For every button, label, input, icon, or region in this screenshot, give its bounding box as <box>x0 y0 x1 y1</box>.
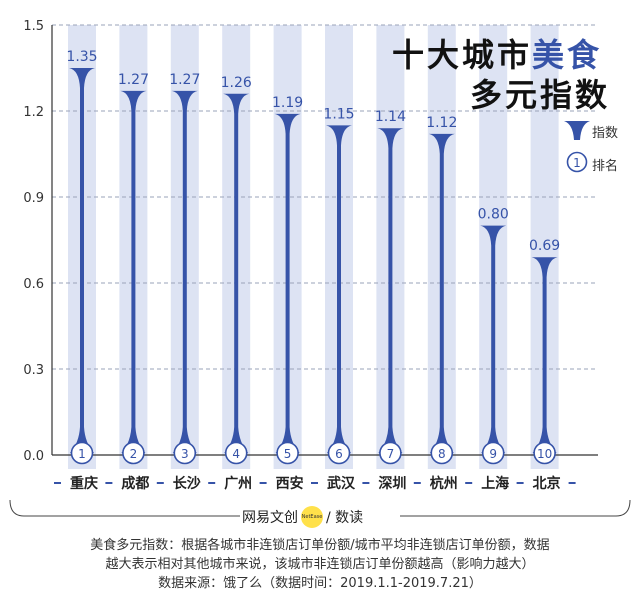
category-label: 成都 <box>121 475 149 492</box>
bar <box>223 93 250 454</box>
category-label: 北京 <box>533 475 561 492</box>
rank-label: 6 <box>335 447 343 461</box>
category-label: 武汉 <box>327 475 356 492</box>
rank-circle <box>70 441 94 465</box>
brand-mid: 文创 <box>270 510 298 526</box>
legend-marks: 1 <box>564 121 590 173</box>
data-label: 1.12 <box>426 115 457 131</box>
category-label: 西安 <box>276 475 304 492</box>
data-label: 0.69 <box>529 238 560 254</box>
legend-index-symbol <box>564 121 590 140</box>
rank-circle <box>327 441 351 465</box>
category-label: 长沙 <box>173 475 201 492</box>
rank-circle <box>481 441 505 465</box>
rank-circle <box>379 441 402 465</box>
brand-right: / 数读 <box>326 510 364 526</box>
rank-circle <box>173 441 197 465</box>
bar <box>428 133 455 453</box>
data-label: 1.35 <box>66 49 97 65</box>
brand-footer: 网易 文创 NetEase / 数读 <box>242 506 363 528</box>
note-line3: 数据来源：饿了么（数据时间：2019.1.1-2019.7.21） <box>158 576 482 591</box>
legend-rank-label: 排名 <box>592 159 619 174</box>
legend-index-label: 指数 <box>592 126 619 141</box>
y-tick-label: 0.6 <box>23 277 44 292</box>
rank-circle <box>276 441 299 465</box>
data-label: 1.19 <box>272 95 303 111</box>
rank-label: 4 <box>232 447 240 461</box>
data-label: 1.26 <box>221 75 252 91</box>
bars: 1 1.35 2 1.27 3 1.27 4 1.26 5 1.19 6 1.15 7 1.14 8 1.12… <box>66 49 560 465</box>
rank-label: 1 <box>78 447 86 461</box>
rank-label: 5 <box>284 447 292 461</box>
title-accent: 美食 <box>532 36 603 74</box>
chart-title-line2: 多元指数 <box>470 76 611 114</box>
data-label: 1.27 <box>169 72 200 88</box>
rank-circle <box>224 441 248 465</box>
note-line1: 美食多元指数：根据各城市非连锁店订单份额/城市平均非连锁店订单份额，数据 <box>90 538 550 553</box>
chart-title-line1: 十大城市美食 <box>392 30 602 76</box>
y-tick-label: 1.2 <box>23 105 44 120</box>
y-tick-label: 0.3 <box>23 363 44 378</box>
data-label: 1.14 <box>375 109 406 125</box>
data-label: 0.80 <box>478 207 509 223</box>
rank-label: 9 <box>489 447 497 461</box>
category-label: 杭州 <box>430 475 458 492</box>
x-axis: 重庆 成都 长沙 广州 西安 武汉 深圳 杭州 上海 北京 <box>9 475 631 517</box>
legend-rank-number: 1 <box>573 156 581 170</box>
brand-left: 网易 <box>242 510 270 526</box>
note-line2: 越大表示相对其他城市来说，该城市非连锁店订单份额越高（影响力越大） <box>105 557 535 572</box>
rank-label: 2 <box>130 447 138 461</box>
bar <box>120 90 147 453</box>
bar <box>69 68 95 453</box>
rank-circle <box>533 441 556 465</box>
netease-logo: NetEase <box>301 506 323 528</box>
grid-lines <box>52 24 598 370</box>
rank-label: 3 <box>181 447 189 461</box>
data-label: 1.15 <box>323 106 354 122</box>
y-tick-label: 0.0 <box>23 449 44 464</box>
rank-label: 7 <box>387 447 395 461</box>
footer-frame <box>9 499 631 517</box>
y-axis: 0.0 0.3 0.6 0.9 1.2 1.5 <box>23 19 598 464</box>
category-label: 上海 <box>481 475 509 492</box>
bar <box>531 257 558 453</box>
rank-circle <box>430 441 454 465</box>
category-label: 深圳 <box>378 475 406 492</box>
bar <box>171 90 198 453</box>
legend-rank-symbol <box>566 151 588 173</box>
bar <box>480 225 507 453</box>
data-label: 1.27 <box>118 72 149 88</box>
rank-circle <box>122 441 145 465</box>
rank-label: 8 <box>438 447 446 461</box>
category-label: 重庆 <box>70 475 98 492</box>
category-label: 广州 <box>224 475 252 492</box>
bar <box>274 113 301 453</box>
bar <box>377 128 404 453</box>
y-tick-label: 0.9 <box>23 191 44 206</box>
y-tick-label: 1.5 <box>23 19 44 34</box>
rank-label: 10 <box>537 447 552 461</box>
bar <box>326 125 352 453</box>
title-prefix: 十大城市 <box>392 36 533 74</box>
